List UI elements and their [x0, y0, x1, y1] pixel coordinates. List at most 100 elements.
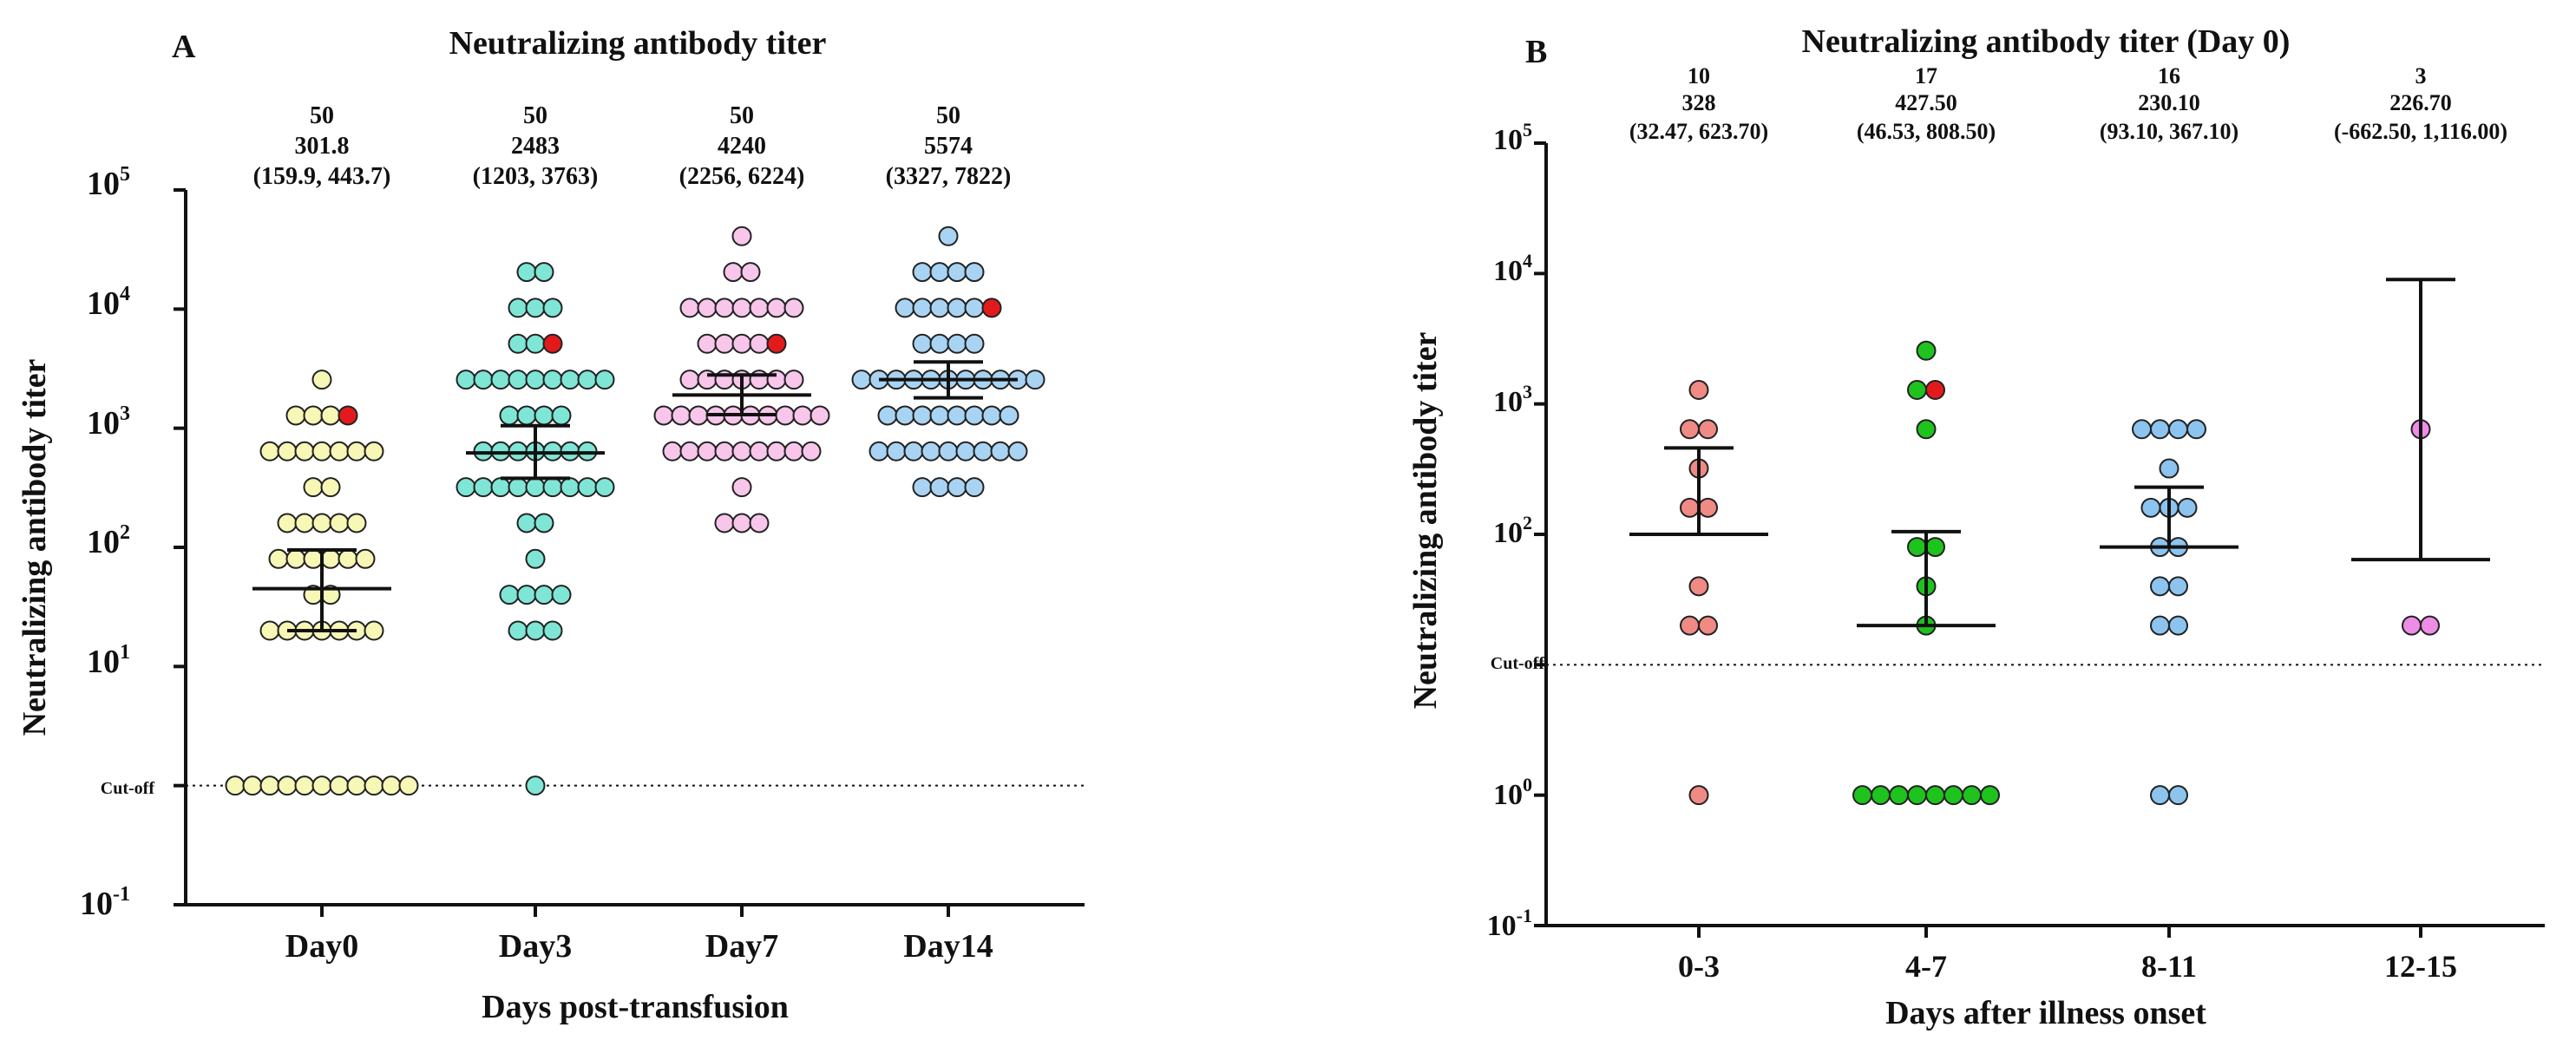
- panel-a-point-day0: [329, 513, 350, 533]
- panel-a-point-day3: [473, 477, 494, 498]
- panel-a-y-tick-1e2: 102: [87, 521, 130, 560]
- panel-a-annot-n-day14: 50: [936, 102, 960, 129]
- panel-a-point-day3: [508, 298, 528, 318]
- panel-a-point-day3: [560, 477, 580, 498]
- panel-b: B Neutralizing antibody titer (Day 0) 10…: [1407, 23, 2507, 1031]
- panel-a-point-day14: [895, 298, 915, 318]
- panel-a-point-day7: [731, 226, 752, 246]
- panel-a-point-day7: [766, 298, 787, 318]
- panel-a-y-tick-1e-1: 10-1: [80, 883, 130, 922]
- panel-a-point-day0: [294, 441, 315, 461]
- panel-a-point-day14: [851, 370, 872, 390]
- panel-a-point-day0: [355, 548, 376, 569]
- panel-a-point-day14: [868, 441, 889, 461]
- panel-a-point-day14: [947, 333, 967, 354]
- panel-a-point-day14: [964, 477, 985, 498]
- panel-a-point-day3: [534, 405, 554, 426]
- panel-a-point-day3: [508, 370, 528, 390]
- panel-a-point-day0: [398, 775, 419, 796]
- panel-a-point-day3: [551, 585, 572, 605]
- panel-a-y-tick-1e4: 104: [87, 283, 130, 322]
- panel-b-point-0-3: [1698, 497, 1718, 518]
- panel-a-point-day0: [311, 775, 332, 796]
- panel-a-point-day3: [490, 477, 511, 498]
- panel-a-point-day0: [311, 513, 332, 533]
- panel-a-point-day3: [542, 298, 563, 318]
- panel-a-point-day14: [981, 298, 1002, 318]
- panel-a-point-day0: [338, 405, 358, 426]
- panel-b-annot-ci-8-11: (93.10, 367.10): [2100, 119, 2238, 144]
- panel-a: A Neutralizing antibody titer 50 301.8 (…: [16, 25, 1011, 1025]
- panel-a-point-day7: [714, 370, 735, 390]
- panel-a-y-tick-1e5: 105: [87, 163, 130, 202]
- panel-a-point-day7: [766, 370, 787, 390]
- panel-a-point-day3: [542, 333, 563, 354]
- panel-a-point-day14: [938, 226, 959, 246]
- panel-a-point-day7: [731, 477, 752, 498]
- panel-b-annot-value-12-15: 226.70: [2389, 90, 2452, 115]
- panel-a-point-day7: [783, 370, 804, 390]
- panel-b-point-0-3: [1680, 615, 1700, 636]
- panel-a-point-day3: [508, 620, 528, 641]
- panel-b-annot-n-12-15: 3: [2415, 63, 2427, 88]
- panel-a-point-day0: [364, 620, 384, 641]
- panel-a-point-day14: [964, 405, 985, 426]
- panel-a-point-day14: [981, 405, 1002, 426]
- panel-a-point-day7: [749, 513, 770, 533]
- panel-a-point-day0: [259, 620, 280, 641]
- panel-a-point-day7: [714, 441, 735, 461]
- panel-b-point-4-7: [1980, 785, 2000, 806]
- panel-a-point-day14: [895, 405, 915, 426]
- panel-b-point-12-15: [2402, 615, 2422, 636]
- panel-a-point-day14: [947, 262, 967, 283]
- panel-b-point-4-7: [1962, 785, 1982, 806]
- panel-b-point-8-11: [2150, 615, 2170, 636]
- panel-a-point-day7: [783, 298, 804, 318]
- panel-a-point-day0: [303, 405, 324, 426]
- panel-a-annot-n-day3: 50: [523, 102, 547, 129]
- panel-b-point-8-11: [2132, 419, 2152, 440]
- panel-a-point-day7: [731, 513, 752, 533]
- panel-a-annot-ci-day7: (2256, 6224): [679, 163, 805, 190]
- panel-a-annot-ci-day3: (1203, 3763): [473, 163, 599, 190]
- panel-a-point-day14: [955, 441, 976, 461]
- panel-b-annot-n-4-7: 17: [1915, 63, 1937, 88]
- panel-a-point-day14: [921, 441, 941, 461]
- panel-b-point-8-11: [2168, 615, 2188, 636]
- panel-b-point-0-3: [1698, 419, 1718, 440]
- panel-a-point-day14: [929, 262, 950, 283]
- panel-a-x-tick-day7: Day7: [705, 928, 778, 965]
- panel-b-annot-value-8-11: 230.10: [2138, 90, 2200, 115]
- panel-a-point-day7: [697, 370, 718, 390]
- panel-b-point-0-3: [1698, 615, 1718, 636]
- panel-a-point-day7: [749, 370, 770, 390]
- panel-a-annot-ci-day0: (159.9, 443.7): [253, 163, 391, 190]
- panel-a-point-day0: [364, 775, 384, 796]
- panel-a-point-day3: [560, 370, 580, 390]
- panel-a-point-day0: [277, 513, 298, 533]
- panel-a-point-day7: [679, 441, 700, 461]
- panel-a-point-day0: [268, 548, 289, 569]
- panel-a-x-tick-day14: Day14: [903, 928, 993, 965]
- panel-a-y-axis-label: Neutralizing antibody titer: [16, 358, 53, 736]
- panel-b-point-0-3: [1688, 576, 1709, 597]
- panel-a-point-day14: [886, 441, 907, 461]
- panel-a-point-day3: [525, 477, 546, 498]
- panel-b-label: B: [1525, 34, 1547, 70]
- panel-b-cutoff-label: Cut-off: [1491, 654, 1545, 673]
- panel-a-x-axis-label: Days post-transfusion: [482, 989, 789, 1025]
- panel-a-point-day7: [679, 298, 700, 318]
- panel-b-annot-ci-4-7: (46.53, 808.50): [1857, 119, 1996, 144]
- panel-a-point-day3: [542, 370, 563, 390]
- panel-a-point-day3: [594, 477, 615, 498]
- panel-a-point-day0: [381, 775, 402, 796]
- panel-a-point-day7: [749, 333, 770, 354]
- panel-a-point-day7: [697, 298, 718, 318]
- panel-a-annot-n-day7: 50: [730, 102, 754, 129]
- panel-a-annot-value-day0: 301.8: [295, 133, 350, 160]
- panel-a-point-day0: [346, 441, 367, 461]
- panel-a-point-day7: [731, 298, 752, 318]
- panel-b-point-4-7: [1916, 340, 1937, 361]
- panel-a-point-day3: [525, 548, 546, 569]
